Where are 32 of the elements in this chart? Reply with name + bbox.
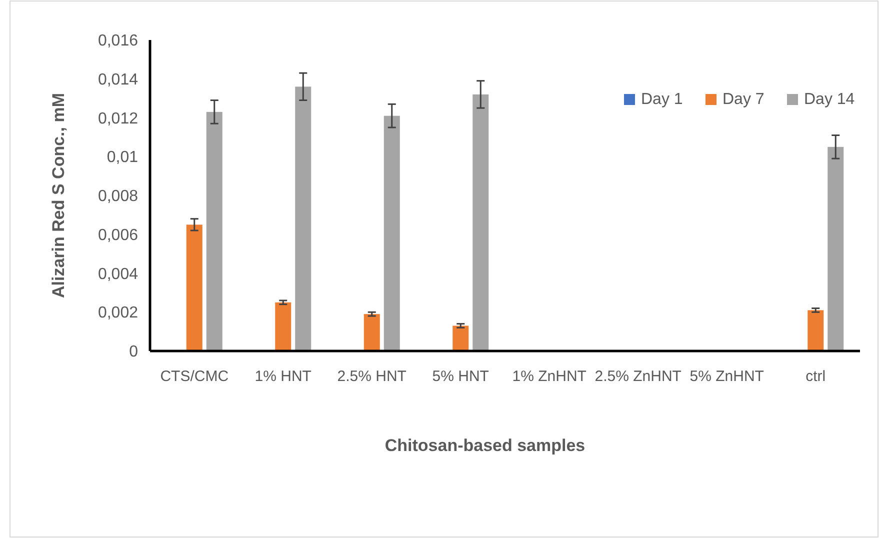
x-tick-label: 1% ZnHNT [512,368,586,385]
bar [364,314,380,351]
x-tick-label: ctrl [806,368,826,385]
x-tick-label: 5% HNT [432,368,489,385]
legend-label: Day 1 [641,91,683,108]
bar [206,112,222,351]
y-tick-label: 0,016 [98,32,138,50]
bar [384,116,400,351]
bar [472,94,489,351]
x-tick-label: 1% HNT [254,368,312,385]
bar [295,86,312,351]
y-tick-label: 0,01 [106,149,138,166]
y-tick-label: 0,002 [98,304,138,322]
x-axis-title: Chitosan-based samples [384,436,586,455]
bar [186,224,202,351]
bar [452,326,469,351]
x-tick-label: CTS/CMC [160,368,229,385]
legend-label: Day 14 [804,91,855,108]
bar [275,302,292,351]
y-tick-label: 0,014 [98,71,138,88]
y-tick-label: 0,012 [98,110,138,128]
legend-label: Day 7 [722,91,764,108]
y-axis-title: Alizarin Red S Conc., mM [49,93,68,298]
x-tick-label: 5% ZnHNT [690,368,764,385]
y-tick-label: 0,004 [98,266,138,283]
bar [828,146,844,351]
bar [808,310,824,351]
x-tick-label: 2.5% ZnHNT [594,368,682,385]
x-tick-label: 2.5% HNT [337,368,406,385]
y-tick-label: 0,008 [98,188,138,206]
y-tick-label: 0 [129,344,138,361]
y-tick-label: 0,006 [98,226,138,244]
